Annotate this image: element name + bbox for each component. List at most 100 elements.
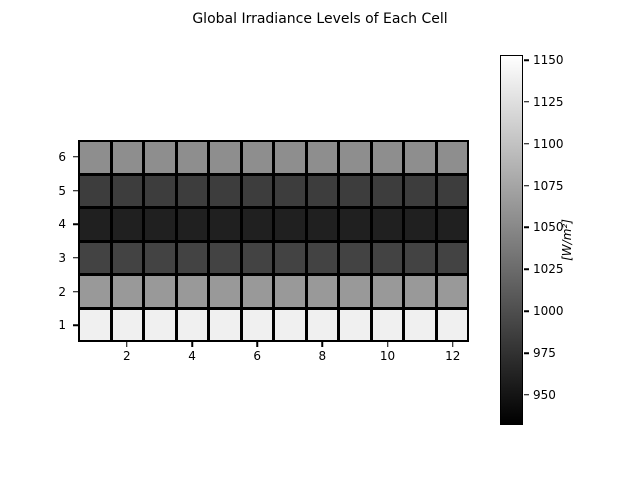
heatmap-cell [372,276,402,307]
heatmap-cell [177,175,207,206]
x-tick-mark [191,342,193,347]
y-tick-label: 4 [58,217,66,232]
heatmap-cell [177,209,207,240]
heatmap-cell [372,209,402,240]
heatmap-cell [340,175,370,206]
heatmap-cell [275,209,305,240]
heatmap-cell [112,175,142,206]
heatmap-cell [145,175,175,206]
heatmap-cell [210,309,240,340]
x-tick-mark [451,342,454,347]
colorbar-tick-mark [524,184,529,187]
colorbar-tick-label: 1050 [533,220,564,235]
heatmap-cell [210,276,240,307]
x-tick-mark [321,342,324,347]
heatmap-cell [80,142,110,173]
heatmap-cell [80,309,110,340]
colorbar-label: [W/m²] [556,55,578,425]
heatmap-cell [145,209,175,240]
heatmap-cell [405,209,435,240]
x-tick-label: 6 [253,349,262,363]
y-tick-mark [73,223,78,225]
heatmap-grid [78,140,469,342]
heatmap-cell [177,142,207,173]
heatmap-cell [112,242,142,273]
heatmap-cell [242,209,272,240]
heatmap-cell [307,276,337,307]
heatmap-cell [177,276,207,307]
colorbar-tick-label: 1125 [533,94,564,109]
heatmap-cell [307,209,337,240]
heatmap-cell [275,276,305,307]
heatmap-cell [307,142,337,173]
heatmap-cell [242,175,272,206]
heatmap-cell [177,309,207,340]
heatmap-cell [145,242,175,273]
colorbar-tick-mark [524,394,529,396]
heatmap-cell [210,209,240,240]
heatmap-cell [405,242,435,273]
colorbar-tick-mark [524,59,529,61]
heatmap-cell [80,242,110,273]
heatmap-cell [372,175,402,206]
colorbar-label-text: [W/m²] [560,219,574,261]
heatmap-cell [275,142,305,173]
colorbar-tick-mark [524,352,529,354]
colorbar-tick-label: 1150 [533,53,564,68]
y-tick-label: 2 [58,284,66,299]
colorbar-tick-label: 950 [533,387,556,402]
heatmap-cell [112,142,142,173]
heatmap-cell [242,142,272,173]
colorbar-tick-label: 1025 [533,262,564,277]
heatmap-cell [112,276,142,307]
x-tick-mark [256,342,258,347]
heatmap-cell [405,276,435,307]
colorbar-tick-mark [524,101,529,103]
colorbar-ticks: 1150 1125 1100 1075 1050 1025 1000 975 950 [524,53,569,425]
x-tick-label: 12 [445,349,461,363]
y-tick-label: 5 [58,183,66,198]
heatmap-cell [80,209,110,240]
colorbar [500,55,523,425]
colorbar-tick-label: 1100 [533,136,564,151]
x-tick-mark [126,342,128,347]
y-tick-label: 3 [58,250,66,265]
x-tick-label: 4 [188,349,196,363]
y-tick-mark [73,156,78,158]
colorbar-tick-label: 975 [533,346,556,360]
heatmap-cell [242,242,272,273]
heatmap-cell [112,209,142,240]
heatmap-cell [80,175,110,206]
heatmap-cell [307,175,337,206]
heatmap-cell [405,309,435,340]
heatmap-cell [372,142,402,173]
y-tick-marks [73,140,78,342]
heatmap-cell [275,242,305,273]
x-tick-label: 2 [123,349,131,363]
y-tick-label: 6 [58,149,66,164]
heatmap-cell [340,276,370,307]
heatmap-cell [307,242,337,273]
x-tick-labels: 2 4 6 8 10 12 [78,349,469,365]
heatmap-cell [437,242,467,273]
heatmap-cell [145,309,175,340]
y-tick-mark [73,290,78,293]
heatmap-cell [405,142,435,173]
heatmap-cell [340,309,370,340]
chart-title: Global Irradiance Levels of Each Cell [192,11,448,27]
heatmap-cell [177,242,207,273]
x-tick-mark [386,342,389,347]
heatmap-cell [437,209,467,240]
x-tick-label: 8 [318,349,327,363]
colorbar-tick-mark [524,310,529,312]
heatmap-cell [145,276,175,307]
heatmap-cell [340,209,370,240]
heatmap-cell [242,276,272,307]
colorbar-tick-mark [524,268,529,271]
y-tick-mark [73,324,78,326]
heatmap-cell [437,276,467,307]
colorbar-tick-label: 1075 [533,178,564,193]
heatmap-cell [242,309,272,340]
x-tick-label: 10 [379,349,396,363]
